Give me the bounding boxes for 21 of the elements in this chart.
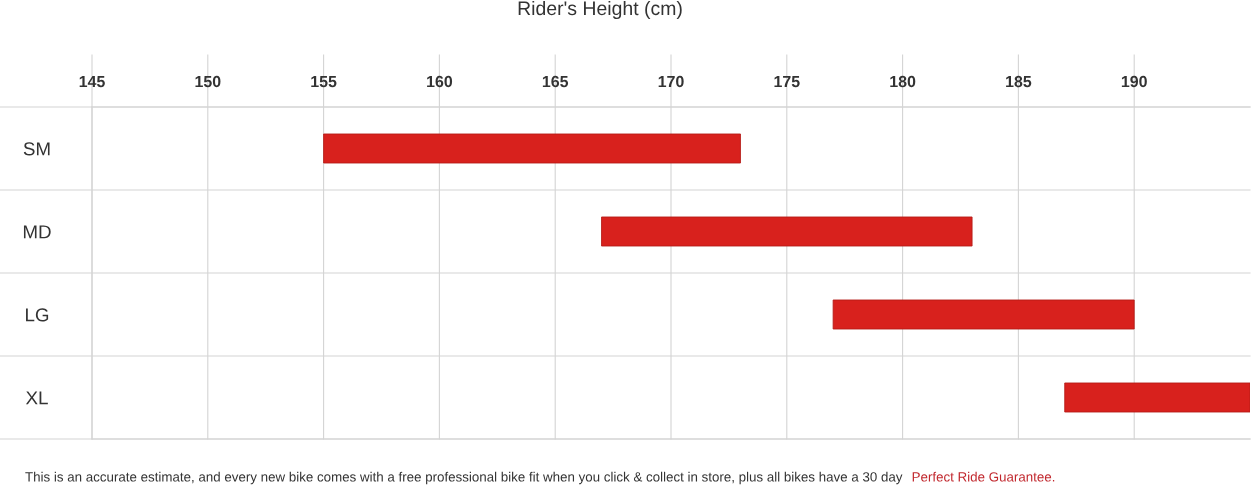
x-tick-label: 155 xyxy=(311,76,337,88)
bar xyxy=(323,133,741,164)
x-tick-label: 185 xyxy=(1006,75,1032,88)
bar xyxy=(1064,382,1250,413)
x-tick-label: 165 xyxy=(542,75,569,88)
y-tick-label: SM xyxy=(23,142,50,156)
bar xyxy=(601,216,973,247)
x-tick-label: 175 xyxy=(774,76,800,88)
y-tick-label: LG xyxy=(26,308,49,322)
text: This is an accurate estimate, and every new bike comes with a free professional bike fit when you click & collect in store, plus all bikes have a 30 day xyxy=(25,471,903,485)
y-tick-label: MD xyxy=(23,225,51,239)
x-tick-label: 150 xyxy=(195,75,221,88)
x-tick-label: 160 xyxy=(427,75,453,88)
text: Perfect Ride Guarantee. xyxy=(912,471,1055,482)
bar xyxy=(832,299,1135,330)
x-tick-label: 145 xyxy=(79,76,105,88)
x-tick-label: 170 xyxy=(658,75,684,88)
x-tick-label: 180 xyxy=(890,75,916,88)
x-tick-label: 190 xyxy=(1121,75,1147,88)
x-axis-title: Rider's Height (cm) xyxy=(518,0,682,20)
y-tick-label: XL xyxy=(25,391,48,405)
